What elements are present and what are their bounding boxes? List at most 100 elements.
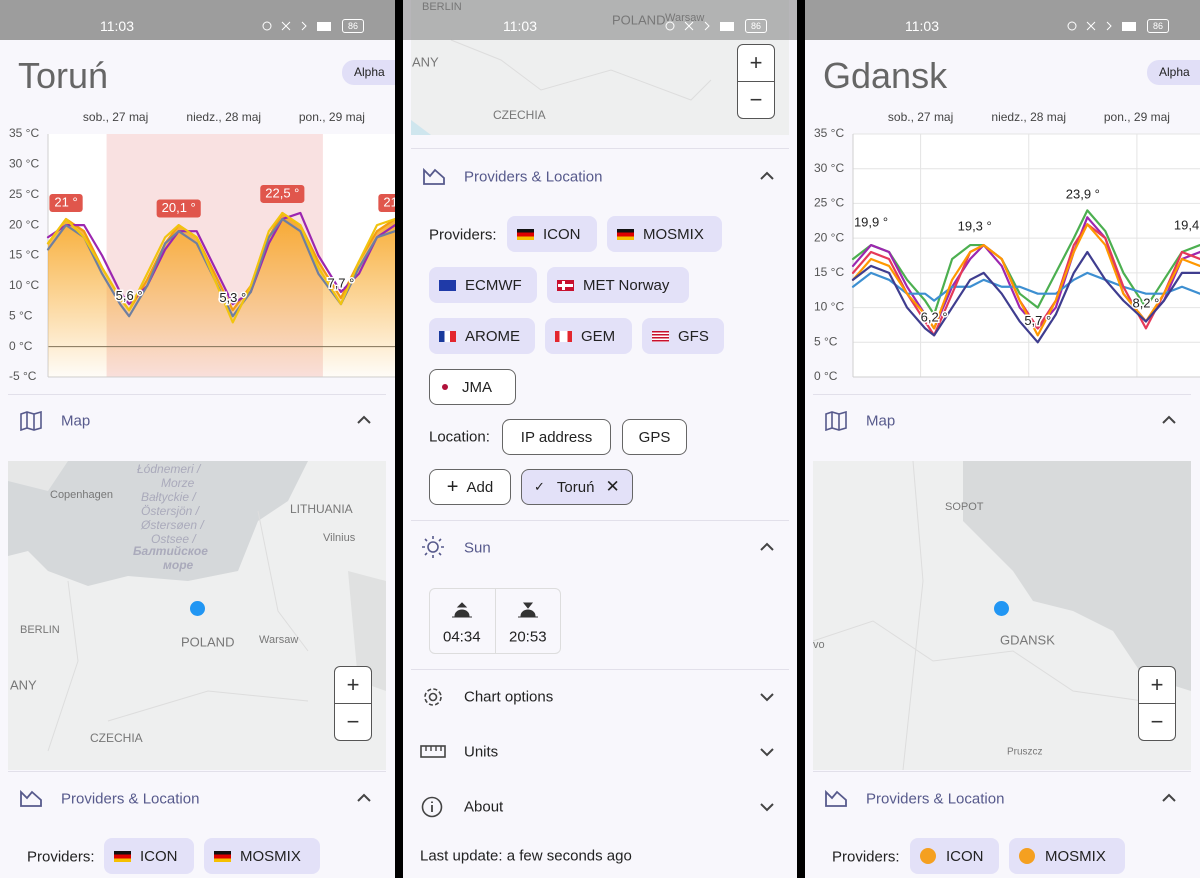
sunrise-time: 04:34 [443, 628, 481, 646]
location-chip[interactable]: IP address [502, 419, 611, 455]
y-tick-label: 15 °C [814, 265, 844, 279]
chip-label: GEM [581, 327, 616, 345]
map-icon [20, 411, 42, 431]
y-tick-label: 25 °C [814, 196, 844, 210]
zoom-in[interactable]: + [334, 666, 372, 704]
plot-background [853, 134, 1200, 377]
zoom-out[interactable]: − [334, 703, 372, 741]
providers-icon [423, 167, 445, 185]
chip-label: MET Norway [583, 276, 670, 294]
map-label: Copenhagen [50, 489, 114, 501]
provider-chip[interactable]: ICON [104, 838, 194, 874]
annotation-label: 19,9 ° [854, 214, 888, 229]
section-title: Providers & Location [61, 790, 200, 808]
provider-chip[interactable]: MOSMIX [204, 838, 320, 874]
location-chip[interactable]: GPS [622, 419, 687, 455]
annotation-label: 6,2 ° [921, 309, 948, 324]
annotation-label: 8,2 ° [1132, 296, 1159, 311]
collapse-button[interactable] [1161, 792, 1177, 804]
annotation-badge [378, 194, 395, 213]
providers-icon [825, 789, 847, 807]
map-icon [825, 411, 847, 431]
y-tick-label: 15 °C [9, 248, 39, 262]
provider-chip[interactable]: ICON [507, 216, 597, 252]
chip-label: ICON [140, 847, 178, 865]
collapse-button[interactable] [356, 792, 372, 804]
selected-location-chip[interactable]: ✓ Toruń ✕ [521, 469, 633, 505]
collapse-button[interactable] [759, 541, 775, 553]
provider-chip[interactable]: MET Norway [547, 267, 689, 303]
x-tick-label: pon., 29 maj [1104, 110, 1170, 124]
divider [495, 588, 496, 654]
divider [411, 520, 789, 521]
sunrise-icon [452, 602, 472, 618]
collapse-button[interactable] [356, 414, 372, 426]
annotation-label: 23,9 ° [1066, 187, 1100, 202]
section-title[interactable]: Chart options [464, 688, 554, 706]
providers-label: Providers: [832, 848, 900, 866]
chip-label: ECMWF [465, 276, 522, 294]
chip-label: MOSMIX [643, 225, 704, 243]
annotation-label: 7,7 ° [327, 275, 354, 290]
location-label: Location: [429, 428, 490, 446]
provider-chip[interactable]: MOSMIX [607, 216, 722, 252]
map-label: море [163, 558, 194, 572]
status-icons [1067, 21, 1136, 31]
map[interactable] [8, 461, 386, 770]
annotation-badge [260, 184, 305, 203]
status-bar: 11:03 86 [0, 0, 395, 40]
map-label: ANY [412, 54, 439, 70]
info-icon [421, 796, 443, 818]
map-label: SOPOT [945, 501, 984, 513]
y-tick-label: 30 °C [814, 161, 844, 175]
zoom-in[interactable]: + [1138, 666, 1176, 704]
provider-chip[interactable]: AROME [429, 318, 535, 354]
gear-icon [424, 688, 442, 706]
x-tick-label: niedz., 28 maj [991, 110, 1066, 124]
provider-chip[interactable]: GEM [545, 318, 632, 354]
map-label: Östersjön / [141, 504, 200, 518]
location-dot [190, 601, 205, 616]
annotation-label: 19,4 ° [1174, 218, 1200, 233]
battery: 86 [342, 19, 364, 33]
alpha-badge: Alpha [342, 60, 395, 85]
series-line [851, 223, 1200, 337]
zoom-out[interactable]: − [737, 81, 775, 119]
provider-chip[interactable]: JMA [429, 369, 516, 405]
provider-chip[interactable]: MOSMIX [1009, 838, 1125, 874]
section-title: Sun [464, 539, 491, 557]
provider-chip[interactable]: ECMWF [429, 267, 537, 303]
map-label: Warsaw [665, 12, 705, 24]
y-tick-label: -5 °C [9, 369, 37, 383]
y-tick-label: 35 °C [9, 126, 39, 140]
provider-chip[interactable]: GFS [642, 318, 724, 354]
expand-button[interactable] [759, 746, 775, 758]
map-label: ANY [10, 677, 37, 693]
chip-label: MOSMIX [240, 847, 301, 865]
zoom-in[interactable]: + [737, 44, 775, 82]
sunset-icon [518, 602, 538, 618]
expand-button[interactable] [759, 691, 775, 703]
section-title[interactable]: Units [464, 743, 499, 761]
providers-icon [20, 789, 42, 807]
section-title[interactable]: About [464, 798, 504, 816]
collapse-button[interactable] [759, 170, 775, 182]
section-title: Providers & Location [464, 168, 603, 186]
status-time: 11:03 [503, 18, 537, 34]
divider [411, 148, 789, 149]
y-tick-label: 0 °C [814, 369, 838, 383]
y-tick-label: 20 °C [814, 230, 844, 244]
section-title: Map [866, 412, 896, 430]
annotation-label: 21 ° [383, 194, 395, 209]
add-button[interactable]: + Add [429, 469, 511, 505]
collapse-button[interactable] [1161, 414, 1177, 426]
expand-button[interactable] [759, 801, 775, 813]
provider-chip[interactable]: ICON [910, 838, 999, 874]
divider [813, 394, 1191, 395]
annotation-label: 20,1 ° [162, 200, 196, 215]
map-label: POLAND [612, 12, 666, 28]
status-time: 11:03 [100, 18, 134, 34]
zoom-out[interactable]: − [1138, 703, 1176, 741]
location-dot [994, 601, 1009, 616]
